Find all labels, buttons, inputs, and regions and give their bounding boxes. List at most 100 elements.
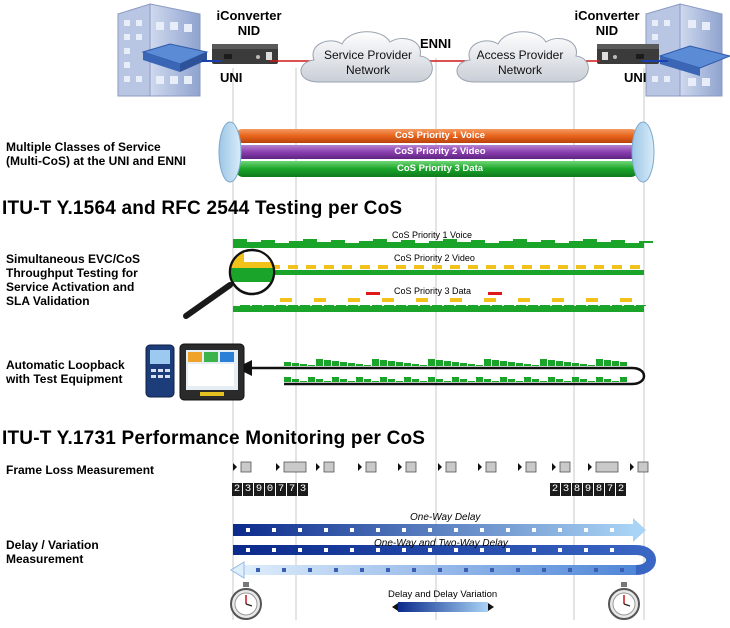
delay-tick [386, 568, 390, 572]
stream-burst [314, 298, 326, 302]
delay-tick [558, 528, 562, 532]
stream-burst [576, 265, 586, 269]
packet-arrow [316, 463, 320, 471]
loop-burst [548, 377, 555, 382]
loop-burst [388, 379, 395, 382]
stream-burst [612, 265, 622, 269]
stream-burst [360, 305, 370, 306]
stream-burst [373, 239, 387, 243]
cos-pipes [218, 121, 655, 183]
stream-burst [247, 242, 261, 243]
delay-tick [490, 568, 494, 572]
delay-tick [246, 548, 250, 552]
loop-burst [388, 361, 395, 366]
loop-burst [364, 365, 371, 366]
loop-burst [348, 363, 355, 366]
stream-burst [620, 298, 632, 302]
stream-burst [636, 305, 646, 306]
delay-tick [610, 528, 614, 532]
loop-burst [412, 379, 419, 382]
delay-tick [298, 548, 302, 552]
stream-burst [564, 305, 574, 306]
loop-burst [412, 364, 419, 366]
stream-burst [558, 265, 568, 269]
stream-burst [387, 242, 401, 243]
delay-tick [412, 568, 416, 572]
stream-burst [528, 305, 538, 306]
stream-burst [450, 298, 462, 302]
stream-burst [586, 298, 598, 302]
loop-burst [596, 377, 603, 382]
tablet-tester-icon [179, 343, 245, 401]
loopback-line2: with Test Equipment [6, 372, 123, 386]
loop-burst [340, 362, 347, 366]
loop-burst [564, 381, 571, 382]
packet-frame [595, 461, 619, 473]
counter-digit: 7 [276, 483, 286, 496]
loop-burst [284, 362, 291, 366]
right-uni-label: UNI [624, 70, 647, 85]
counter-digit: 9 [583, 483, 593, 496]
delay-tick [308, 568, 312, 572]
delay-tick [298, 528, 302, 532]
stream-burst [492, 305, 502, 306]
delay-tick [558, 548, 562, 552]
stream-base [233, 306, 644, 312]
counter-digit: 0 [265, 483, 275, 496]
stream-burst [324, 265, 334, 269]
stream-burst [540, 305, 550, 306]
stream-burst [583, 239, 597, 243]
stream-burst [240, 305, 250, 306]
delay-markers [246, 528, 624, 572]
throughput-line2: Throughput Testing for [6, 266, 138, 280]
stream-burst [540, 265, 550, 269]
delay-tick [516, 568, 520, 572]
pipe-label-voice: CoS Priority 1 Voice [394, 130, 486, 141]
stream-burst [457, 242, 471, 243]
left-building [117, 3, 209, 97]
packet-arrow [438, 463, 442, 471]
stream-burst [569, 241, 583, 243]
stream-burst [276, 305, 286, 306]
stream-burst [317, 242, 331, 243]
stream-burst [522, 265, 532, 269]
stream-burst [484, 298, 496, 302]
counter-digit: 3 [298, 483, 308, 496]
stream-burst [378, 265, 388, 269]
left-nid-label-line1: iConverter [216, 8, 282, 23]
loop-burst [404, 363, 411, 366]
loop-burst [452, 377, 459, 382]
counter-digit: 2 [616, 483, 626, 496]
stream-label-video: CoS Priority 2 Video [394, 253, 475, 263]
loop-burst [348, 381, 355, 382]
stream-burst [348, 305, 358, 306]
delay-label-line1: Delay / Variation [6, 538, 99, 552]
service-provider-line1: Service Provider [323, 48, 413, 62]
stream-burst [396, 305, 406, 306]
loop-burst [540, 381, 547, 382]
throughput-label: Simultaneous EVC/CoS Throughput Testing … [6, 252, 140, 308]
stream-burst [312, 305, 322, 306]
loop-burst [588, 381, 595, 382]
delay-tick [480, 528, 484, 532]
loop-burst [500, 361, 507, 366]
loop-burst [524, 377, 531, 382]
loop-burst [620, 362, 627, 366]
right-nid-label-line1: iConverter [574, 8, 640, 23]
multi-cos-line2: (Multi-CoS) at the UNI and ENNI [6, 154, 186, 168]
stream-burst [336, 305, 346, 306]
stream-burst [611, 240, 625, 243]
stream-burst [270, 265, 280, 269]
packet-arrow [478, 463, 482, 471]
packet-frame [240, 461, 252, 473]
loop-burst [396, 381, 403, 382]
delay-tick [506, 548, 510, 552]
access-provider-cloud [456, 31, 589, 83]
stream-burst [600, 305, 610, 306]
packet-frame [323, 461, 335, 473]
stream-burst [527, 242, 541, 243]
loop-burst [300, 364, 307, 366]
loop-burst [420, 381, 427, 382]
loop-burst [492, 381, 499, 382]
